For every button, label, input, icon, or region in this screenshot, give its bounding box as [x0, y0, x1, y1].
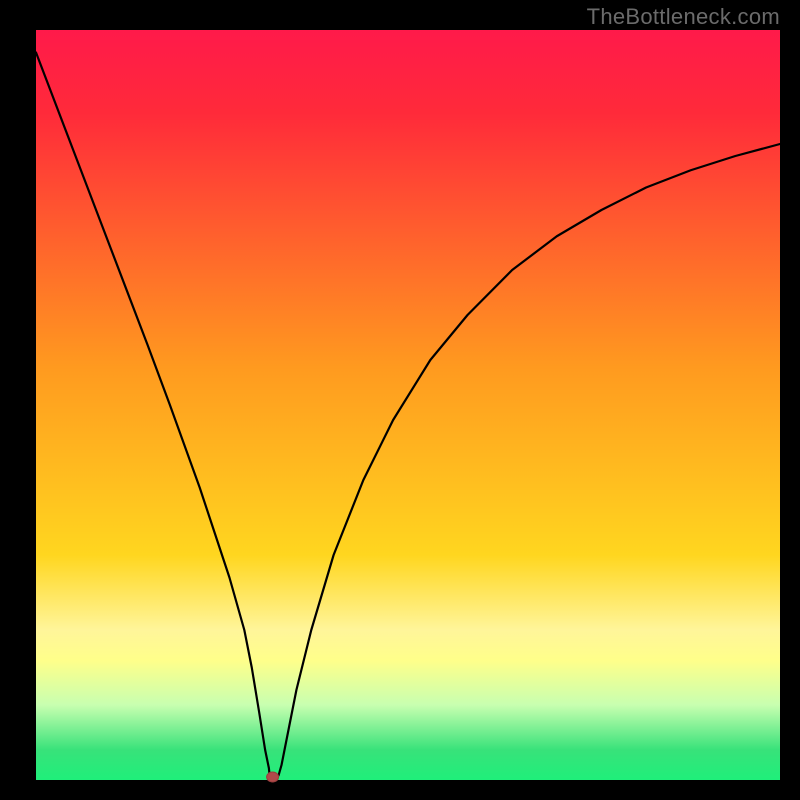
watermark-text: TheBottleneck.com [587, 4, 780, 30]
minimum-marker [267, 772, 279, 782]
curve-line [36, 53, 780, 778]
bottleneck-curve [36, 30, 780, 780]
chart-plot-area [36, 30, 780, 780]
